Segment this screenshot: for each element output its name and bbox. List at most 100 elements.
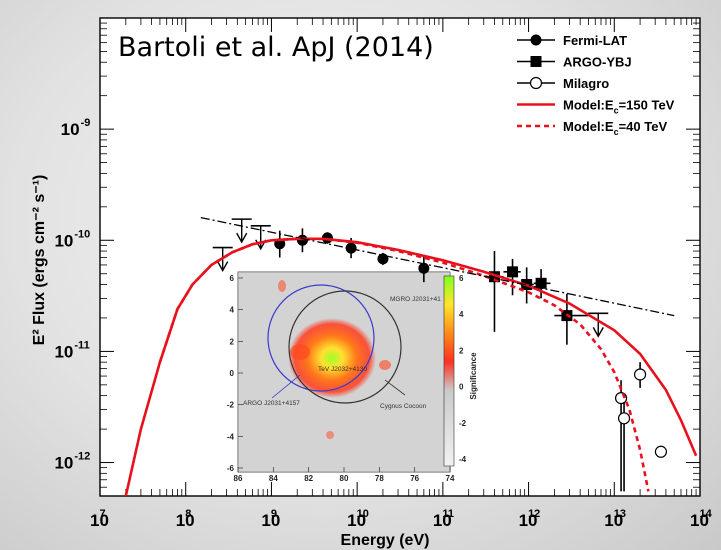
inset-colorbar-tick-label: -4 (459, 455, 467, 464)
x-tick-label-exp: 14 (700, 508, 713, 520)
inset-cocoon-circle (288, 290, 402, 404)
inset-x-tick-label: 76 (410, 474, 419, 483)
inset-colorbar (443, 275, 455, 467)
data-point (418, 254, 430, 283)
inset-x-tick-label: 80 (340, 474, 349, 483)
inset-x-tick-label: 82 (304, 474, 313, 483)
inset-colorbar-tick-label: 6 (459, 274, 464, 283)
y-tick-label-exp: -10 (74, 228, 90, 240)
inset-y-tick-label: 6 (230, 274, 235, 283)
series-layer (124, 216, 698, 496)
inset-skymap: ARGO J2031+4157 Cygnus Cocoon MGRO J2031… (227, 271, 478, 483)
inset-y-tick-label: -6 (227, 464, 235, 473)
data-point (633, 362, 647, 388)
upper-limit-arrow (231, 218, 252, 244)
data-point (617, 402, 631, 492)
inset-y-tick-label: 2 (230, 337, 235, 346)
data-point (533, 269, 551, 299)
legend-label: Milagro (563, 76, 609, 91)
x-tick-label-exp: 8 (185, 508, 191, 520)
x-tick-label-base: 10 (261, 511, 280, 530)
x-axis-title: Energy (eV) (341, 532, 430, 549)
inset-x-ticks: 86 84 82 80 78 76 74 (234, 467, 455, 483)
inset-y-ticks: 6 4 2 0 -2 -4 -6 (227, 274, 243, 473)
inset-y-tick-label: 4 (230, 306, 235, 315)
legend-entry: Model:Ec=40 TeV (517, 119, 667, 137)
inset-y-tick-label: -4 (227, 432, 235, 441)
inset-label-argo: ARGO J2031+4157 (243, 400, 300, 407)
inset-argo-circle (267, 284, 375, 392)
series-5 (200, 216, 675, 317)
y-tick-label: 10 -10 (54, 228, 90, 250)
legend-entry: Milagro (517, 76, 609, 91)
legend-entry: Model:Ec=150 TeV (517, 98, 675, 116)
x-tick-label-base: 10 (176, 511, 195, 530)
data-point (503, 258, 521, 296)
x-tick-label-exp: 11 (442, 508, 454, 520)
inset-hotspot (288, 318, 376, 398)
y-tick-label-base: 10 (54, 342, 73, 361)
x-tick-label-base: 10 (90, 511, 109, 530)
legend-label: Model:Ec=40 TeV (563, 119, 667, 137)
x-tick-label: 108 (176, 508, 195, 530)
y-tick-label-base: 10 (54, 231, 73, 250)
x-tick-label-base: 10 (604, 511, 623, 530)
x-tick-label-base: 10 (690, 511, 709, 530)
series-4 (158, 237, 650, 492)
inset-y-tick-label: -2 (227, 401, 235, 410)
inset-colorbar-tick-label: 0 (459, 383, 464, 392)
inset-x-tick-label: 74 (446, 474, 455, 483)
citation-annotation: Bartoli et al. ApJ (2014) (118, 32, 434, 63)
y-tick-label-base: 10 (54, 454, 73, 473)
legend: Fermi-LAT ARGO-YBJ Milagro Model:Ec=150 TeV… (517, 33, 675, 137)
x-tick-label: 109 (261, 508, 280, 530)
inset-y-tick-label: 0 (230, 369, 235, 378)
legend-marker (530, 34, 542, 46)
y-tick-label-exp: -9 (81, 117, 91, 129)
inset-x-tick-label: 86 (234, 474, 243, 483)
data-point (654, 445, 668, 458)
x-tick-label-exp: 9 (271, 508, 277, 520)
y-tick-label: 10 -11 (54, 339, 89, 361)
legend-label: ARGO-YBJ (563, 55, 632, 70)
inset-x-tick-label: 84 (269, 474, 278, 483)
x-tick-label-exp: 10 (357, 508, 369, 520)
legend-entry: ARGO-YBJ (517, 55, 632, 70)
inset-colorbar-label: Significance (469, 352, 478, 400)
legend-label: Fermi-LAT (563, 33, 627, 48)
inset-colorbar-tick-label: -2 (459, 419, 467, 428)
y-tick-label: 10 -9 (61, 117, 91, 139)
y-axis-title: E² Flux (ergs cm⁻² s⁻¹) (31, 175, 48, 346)
legend-marker (530, 56, 542, 67)
x-tick-label-base: 10 (519, 511, 538, 530)
y-tick-label-exp: -11 (74, 339, 89, 351)
inset-label-mgro: MGRO J2031+41 (390, 296, 441, 303)
x-tick-label: 107 (90, 508, 109, 530)
legend-entry: Fermi-LAT (517, 33, 627, 48)
inset-colorbar-tick-label: 4 (459, 310, 464, 319)
x-tick-label-exp: 12 (528, 508, 540, 520)
inset-label-tev: TeV J2032+4130 (318, 366, 367, 373)
inset-x-tick-label: 78 (375, 474, 384, 483)
x-tick-label-exp: 7 (100, 508, 106, 520)
y-tick-label-base: 10 (61, 120, 80, 139)
inset-label-cocoon: Cygnus Cocoon (380, 403, 427, 410)
series-line (200, 216, 675, 317)
legend-marker (529, 76, 543, 90)
x-tick-label-exp: 13 (614, 508, 626, 520)
x-tick-label-base: 10 (433, 511, 452, 530)
y-tick-label: 10 -12 (54, 451, 90, 473)
inset-colorbar-ticks: 6 4 2 0 -2 -4 (459, 274, 467, 464)
legend-label: Model:Ec=150 TeV (563, 98, 675, 116)
series-line (158, 237, 650, 492)
y-tick-label-exp: -12 (74, 451, 90, 463)
inset-colorbar-tick-label: 2 (459, 346, 464, 355)
